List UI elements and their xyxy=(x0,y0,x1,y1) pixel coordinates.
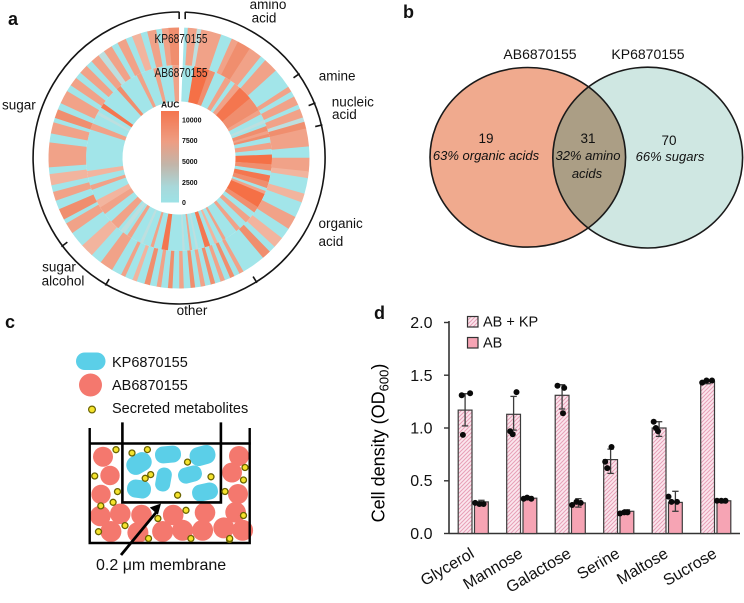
svg-text:alcohol: alcohol xyxy=(42,274,85,289)
svg-text:19: 19 xyxy=(478,131,493,146)
svg-text:acid: acid xyxy=(252,11,277,26)
svg-text:acid: acid xyxy=(319,234,344,249)
svg-text:10000: 10000 xyxy=(182,118,202,125)
svg-text:AB6870155: AB6870155 xyxy=(503,46,576,62)
svg-text:2500: 2500 xyxy=(182,180,198,187)
svg-text:1.0: 1.0 xyxy=(410,421,432,438)
svg-text:70: 70 xyxy=(661,133,676,148)
svg-text:0: 0 xyxy=(182,200,186,207)
svg-text:0.0: 0.0 xyxy=(410,526,432,543)
svg-text:KP6870155: KP6870155 xyxy=(112,355,188,371)
svg-text:other: other xyxy=(177,303,208,318)
svg-text:2.0: 2.0 xyxy=(410,315,432,332)
svg-text:acid: acid xyxy=(332,107,357,122)
svg-text:acids: acids xyxy=(572,166,603,181)
svg-text:b: b xyxy=(403,2,414,22)
svg-text:organic: organic xyxy=(319,216,364,231)
svg-text:AUC: AUC xyxy=(161,100,179,110)
svg-text:AB: AB xyxy=(483,336,502,352)
svg-text:amino: amino xyxy=(250,0,287,12)
svg-text:amine: amine xyxy=(319,69,356,84)
svg-text:KP6870155: KP6870155 xyxy=(155,32,208,46)
svg-text:d: d xyxy=(374,303,385,323)
svg-text:32% amino: 32% amino xyxy=(555,148,620,163)
svg-text:63% organic acids: 63% organic acids xyxy=(433,148,540,163)
svg-text:0.2 μm membrane: 0.2 μm membrane xyxy=(96,557,226,574)
svg-text:sugar: sugar xyxy=(42,260,76,275)
svg-text:5000: 5000 xyxy=(182,159,198,166)
svg-text:0.5: 0.5 xyxy=(410,473,432,490)
svg-text:AB6870155: AB6870155 xyxy=(155,66,208,80)
svg-text:1.5: 1.5 xyxy=(410,368,432,385)
svg-text:31: 31 xyxy=(580,131,595,146)
svg-text:KP6870155: KP6870155 xyxy=(611,46,684,62)
svg-text:a: a xyxy=(8,9,19,29)
svg-text:c: c xyxy=(5,312,15,332)
svg-text:sugar: sugar xyxy=(2,98,36,113)
svg-text:7500: 7500 xyxy=(182,138,198,145)
svg-text:Secreted metabolites: Secreted metabolites xyxy=(112,401,248,417)
svg-text:Cell density (OD600): Cell density (OD600) xyxy=(369,364,392,523)
svg-text:66% sugars: 66% sugars xyxy=(636,149,705,164)
svg-text:AB + KP: AB + KP xyxy=(483,315,538,331)
svg-text:nucleic: nucleic xyxy=(332,95,374,110)
svg-text:AB6870155: AB6870155 xyxy=(112,378,188,394)
